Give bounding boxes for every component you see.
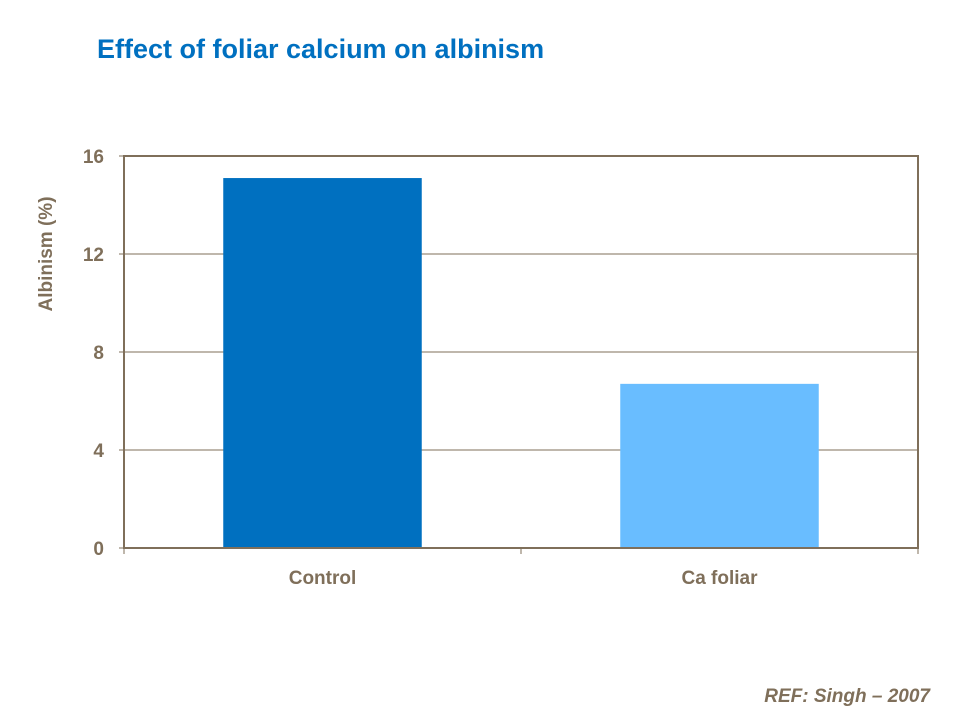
y-tick-label: 12 [83,245,104,266]
y-tick-label: 8 [93,343,104,364]
y-tick-label: 0 [93,539,104,560]
x-tick-label: Control [289,568,357,589]
reference-note: REF: Singh – 2007 [764,686,930,707]
y-tick-label: 16 [83,147,104,168]
plot-frame [123,155,919,549]
bar-control [223,178,422,549]
chart-title: Effect of foliar calcium on albinism [97,34,545,64]
y-tick-label: 4 [93,441,104,462]
bar-ca-foliar [620,383,819,548]
y-axis-label: Albinism (%) [36,196,57,311]
x-tick-label: Ca foliar [681,568,758,589]
